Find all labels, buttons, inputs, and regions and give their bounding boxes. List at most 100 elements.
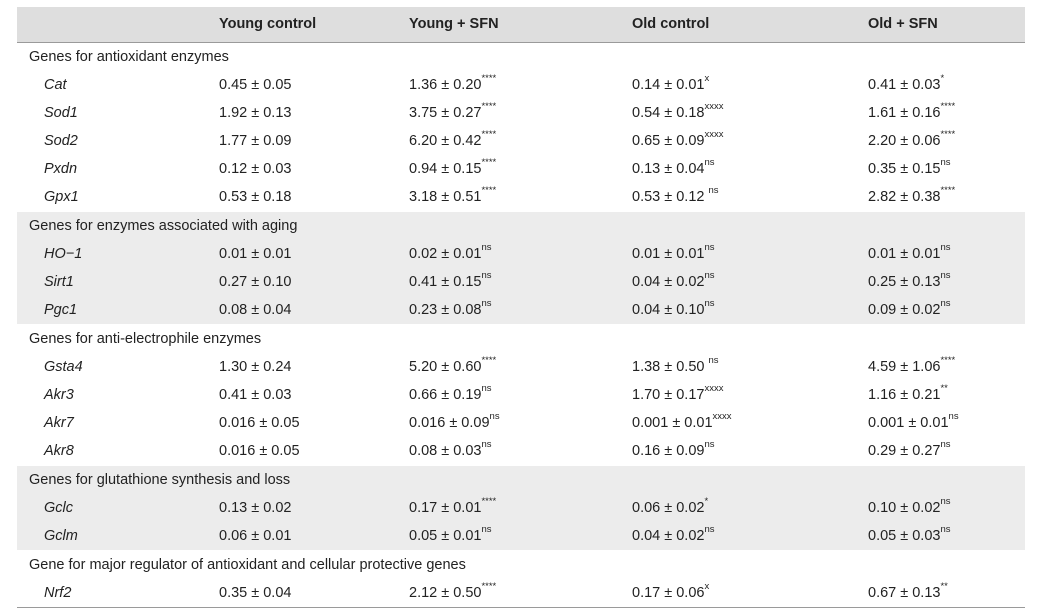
significance-marker: * <box>704 496 709 508</box>
value-cell: 3.18 ± 0.51**** <box>409 183 632 212</box>
gene-name: Gpx1 <box>44 189 79 205</box>
value-cell: 0.35 ± 0.15ns <box>868 155 1025 183</box>
value-cell: 0.06 ± 0.01 <box>219 522 409 551</box>
value-cell: 0.23 ± 0.08ns <box>409 296 632 325</box>
mean-sd-value: 0.53 ± 0.12 <box>632 189 709 205</box>
value-cell: 0.94 ± 0.15**** <box>409 155 632 183</box>
mean-sd-value: 0.53 ± 0.18 <box>219 189 292 205</box>
significance-marker: ns <box>708 185 719 197</box>
gene-name: HO−1 <box>17 240 219 268</box>
table-row: Akr7 0.016 ± 0.05 0.016 ± 0.09ns 0.001 ± 0.… <box>17 409 1025 437</box>
significance-marker: **** <box>940 129 956 141</box>
value-cell: 0.04 ± 0.02ns <box>632 268 868 296</box>
value-cell: 1.16 ± 0.21** <box>868 381 1025 409</box>
significance-marker: x <box>704 581 710 593</box>
section-header-row: Gene for major regulator of antioxidant … <box>17 551 1025 580</box>
gene-group: Gene for major regulator of antioxidant … <box>17 551 1025 608</box>
significance-marker: **** <box>481 73 497 85</box>
value-cell: 0.53 ± 0.18 <box>219 183 409 212</box>
value-cell: 0.06 ± 0.02* <box>632 494 868 522</box>
section-title: Genes for antioxidant enzymes <box>29 49 229 65</box>
value-cell: 0.65 ± 0.09xxxx <box>632 127 868 155</box>
value-cell: 0.13 ± 0.04ns <box>632 155 868 183</box>
mean-sd-value: 1.92 ± 0.13 <box>219 105 292 121</box>
gene-name: Cat <box>44 77 67 93</box>
mean-sd-value: 0.08 ± 0.03 <box>409 443 482 459</box>
section-header-row: Genes for enzymes associated with aging <box>17 211 1025 240</box>
significance-marker: **** <box>940 355 956 367</box>
value-cell: 0.66 ± 0.19ns <box>409 381 632 409</box>
mean-sd-value: 0.16 ± 0.09 <box>632 443 705 459</box>
gene-name: Sod2 <box>44 133 78 149</box>
significance-marker: ns <box>940 298 951 310</box>
mean-sd-value: 0.12 ± 0.03 <box>219 161 292 177</box>
gene-name: Gclc <box>17 494 219 522</box>
header-old-control: Old control <box>632 7 868 43</box>
value-cell: 0.01 ± 0.01 <box>219 240 409 268</box>
mean-sd-value: 0.01 ± 0.01 <box>632 246 705 262</box>
value-cell: 5.20 ± 0.60**** <box>409 353 632 381</box>
gene-name: Akr7 <box>44 415 74 431</box>
value-cell: 2.12 ± 0.50**** <box>409 579 632 608</box>
significance-marker: ns <box>704 298 715 310</box>
mean-sd-value: 0.35 ± 0.04 <box>219 585 292 601</box>
value-cell: 0.29 ± 0.27ns <box>868 437 1025 466</box>
mean-sd-value: 0.25 ± 0.13 <box>868 274 941 290</box>
significance-marker: xxxx <box>704 383 724 395</box>
significance-marker: ns <box>708 355 719 367</box>
value-cell: 0.41 ± 0.03* <box>868 71 1025 99</box>
table-row: Sirt1 0.27 ± 0.10 0.41 ± 0.15ns 0.04 ± 0.02… <box>17 268 1025 296</box>
significance-marker: ns <box>481 383 492 395</box>
table-header: Young control Young + SFN Old control Ol… <box>17 7 1025 43</box>
table-row: Pgc1 0.08 ± 0.04 0.23 ± 0.08ns 0.04 ± 0.10n… <box>17 296 1025 325</box>
gene-name: Sirt1 <box>17 268 219 296</box>
mean-sd-value: 0.14 ± 0.01 <box>632 77 705 93</box>
mean-sd-value: 0.04 ± 0.02 <box>632 274 705 290</box>
value-cell: 1.92 ± 0.13 <box>219 99 409 127</box>
gene-name: Pgc1 <box>17 296 219 325</box>
significance-marker: ns <box>481 439 492 451</box>
significance-marker: **** <box>481 496 497 508</box>
value-cell: 0.016 ± 0.05 <box>219 437 409 466</box>
mean-sd-value: 1.30 ± 0.24 <box>219 359 292 375</box>
value-cell: 0.016 ± 0.05 <box>219 409 409 437</box>
mean-sd-value: 4.59 ± 1.06 <box>868 359 941 375</box>
mean-sd-value: 0.06 ± 0.02 <box>632 500 705 516</box>
value-cell: 0.02 ± 0.01ns <box>409 240 632 268</box>
header-young-sfn: Young + SFN <box>409 7 632 43</box>
gene-group: Genes for anti-electrophile enzymes Gsta4… <box>17 325 1025 466</box>
mean-sd-value: 2.82 ± 0.38 <box>868 189 941 205</box>
significance-marker: ns <box>948 411 959 423</box>
significance-marker: **** <box>481 129 497 141</box>
significance-marker: xxxx <box>712 411 732 423</box>
value-cell: 0.17 ± 0.01**** <box>409 494 632 522</box>
section-header-row: Genes for glutathione synthesis and loss <box>17 465 1025 494</box>
mean-sd-value: 1.36 ± 0.20 <box>409 77 482 93</box>
value-cell: 0.08 ± 0.04 <box>219 296 409 325</box>
gene-name: Pxdn <box>44 161 78 177</box>
significance-marker: **** <box>481 581 497 593</box>
value-cell: 1.70 ± 0.17xxxx <box>632 381 868 409</box>
value-cell: 0.13 ± 0.02 <box>219 494 409 522</box>
significance-marker: ** <box>940 581 948 593</box>
section-title: Genes for enzymes associated with aging <box>17 211 1025 240</box>
section-header-row: Genes for antioxidant enzymes <box>17 43 1025 72</box>
mean-sd-value: 0.13 ± 0.02 <box>219 500 292 516</box>
mean-sd-value: 0.67 ± 0.13 <box>868 585 941 601</box>
mean-sd-value: 0.08 ± 0.04 <box>219 302 292 318</box>
value-cell: 0.53 ± 0.12 ns <box>632 183 868 212</box>
mean-sd-value: 0.54 ± 0.18 <box>632 105 705 121</box>
mean-sd-value: 0.65 ± 0.09 <box>632 133 705 149</box>
significance-marker: ns <box>940 439 951 451</box>
mean-sd-value: 2.20 ± 0.06 <box>868 133 941 149</box>
table-row: Gpx1 0.53 ± 0.18 3.18 ± 0.51**** 0.53 ± 0.1… <box>17 183 1025 212</box>
mean-sd-value: 0.29 ± 0.27 <box>868 443 941 459</box>
significance-marker: xxxx <box>704 129 724 141</box>
mean-sd-value: 1.16 ± 0.21 <box>868 387 941 403</box>
value-cell: 0.35 ± 0.04 <box>219 579 409 608</box>
section-title: Genes for anti-electrophile enzymes <box>29 331 262 347</box>
value-cell: 6.20 ± 0.42**** <box>409 127 632 155</box>
significance-marker: * <box>940 73 945 85</box>
mean-sd-value: 0.23 ± 0.08 <box>409 302 482 318</box>
significance-marker: ** <box>940 383 948 395</box>
